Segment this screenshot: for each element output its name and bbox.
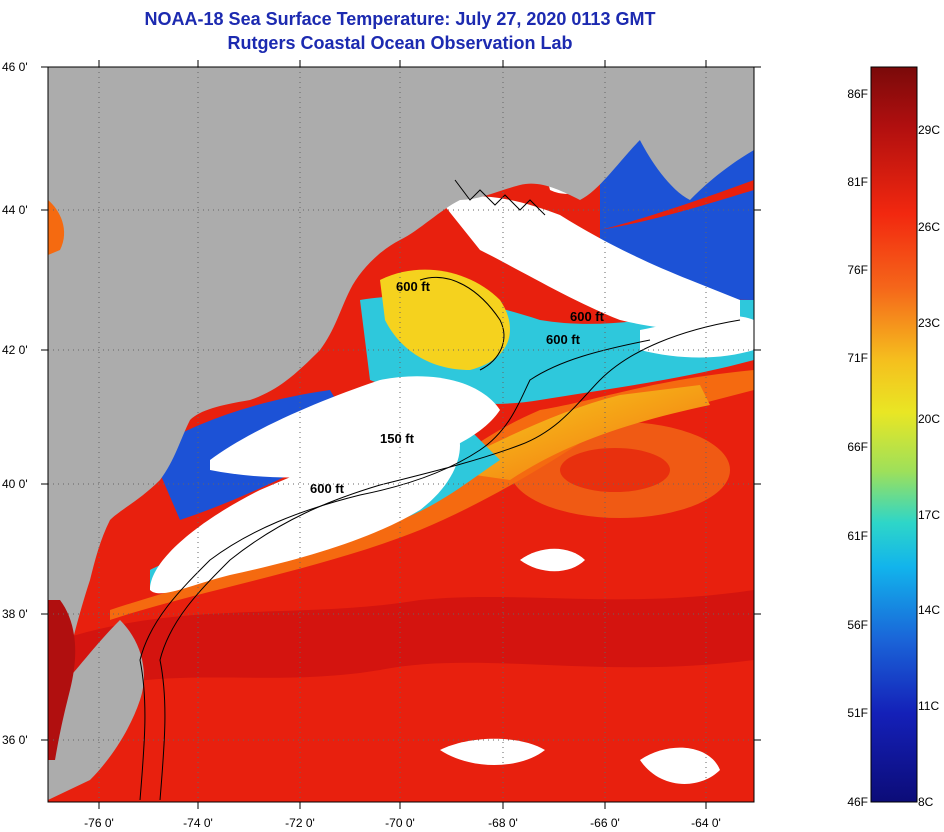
colorbar-f-label: 66F — [847, 440, 868, 454]
cloud-mass — [520, 548, 585, 572]
lon-label: -74 0' — [183, 816, 213, 830]
colorbar-f-label: 86F — [847, 87, 868, 101]
colorbar-c-label: 23C — [918, 316, 941, 330]
lon-label: -76 0' — [84, 816, 114, 830]
lon-label: -68 0' — [488, 816, 518, 830]
cloud-mass — [440, 738, 545, 765]
colorbar-c-label: 8C — [918, 795, 934, 809]
cloud-mass — [640, 315, 754, 358]
lat-label: 38 0' — [2, 607, 28, 621]
colorbar-f-label: 46F — [847, 795, 868, 809]
colorbar-c-label: 20C — [918, 412, 941, 426]
colorbar-c-label: 29C — [918, 123, 941, 137]
lat-label: 40 0' — [2, 477, 28, 491]
lon-label: -70 0' — [385, 816, 415, 830]
lake-ontario — [48, 200, 65, 255]
colorbar-c-label: 17C — [918, 508, 941, 522]
gulf-stream-core — [60, 590, 754, 700]
maine-coastline — [454, 179, 546, 216]
lat-label: 36 0' — [2, 733, 28, 747]
lon-label: -66 0' — [590, 816, 620, 830]
colorbar-f-label: 81F — [847, 175, 868, 189]
warm-eddy-core — [560, 448, 670, 492]
chesapeake-bay — [48, 600, 76, 760]
colorbar — [870, 66, 918, 803]
colorbar-c-label: 26C — [918, 220, 941, 234]
cloud-mass — [440, 195, 740, 340]
land-mass — [48, 620, 144, 800]
lon-label: -64 0' — [691, 816, 721, 830]
lat-label: 42 0' — [2, 343, 28, 357]
land-mass — [48, 67, 754, 720]
colorbar-f-label: 76F — [847, 263, 868, 277]
colorbar-f-label: 71F — [847, 351, 868, 365]
shelf-front — [440, 385, 710, 480]
cloud-mass — [640, 747, 720, 784]
contour-600ft — [159, 319, 741, 801]
colorbar-c-label: 11C — [918, 699, 940, 713]
contour-georges — [419, 276, 505, 371]
contour-label: 150 ft — [380, 431, 415, 446]
contour-label: 600 ft — [570, 309, 605, 324]
map-title: NOAA-18 Sea Surface Temperature: July 27… — [144, 9, 656, 29]
cloud-mass — [210, 376, 500, 478]
lat-label: 46 0' — [2, 60, 28, 74]
map-subtitle: Rutgers Coastal Ocean Observation Lab — [227, 33, 573, 53]
lon-label: -72 0' — [285, 816, 315, 830]
colorbar-f-label: 56F — [847, 618, 868, 632]
contour-label: 600 ft — [546, 332, 581, 347]
land-nova-scotia — [640, 113, 705, 190]
contour-label: 600 ft — [396, 279, 431, 294]
map-frame — [47, 66, 755, 803]
lat-label: 44 0' — [2, 203, 28, 217]
colorbar-f-label: 51F — [847, 706, 868, 720]
contour-label: 600 ft — [310, 481, 345, 496]
axis-ticks — [41, 60, 761, 809]
contour-150ft — [139, 339, 651, 801]
colorbar-c-label: 14C — [918, 603, 941, 617]
colorbar-f-label: 61F — [847, 529, 868, 543]
